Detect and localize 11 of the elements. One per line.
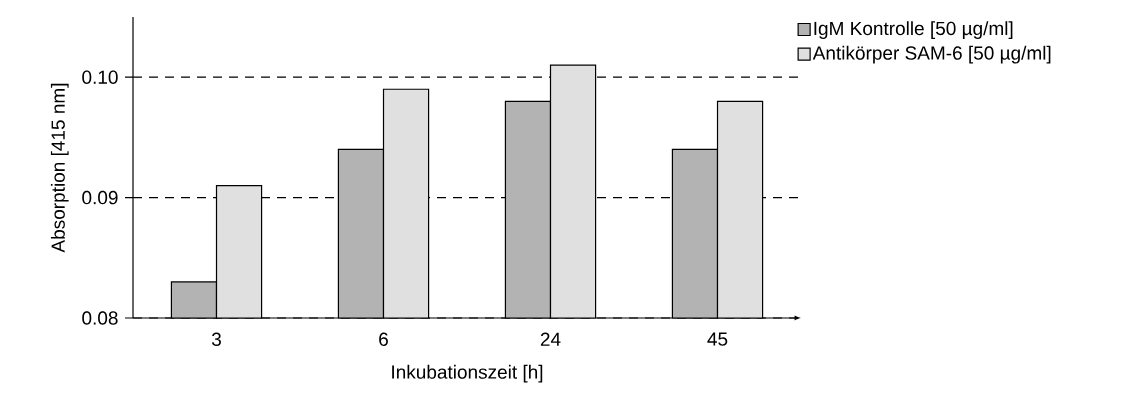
x-tick-label: 3 — [211, 332, 221, 346]
y-tick-label: 0.08 — [82, 311, 118, 325]
y-tick-label: 0.10 — [82, 70, 118, 84]
legend-label: IgM Kontrolle [50 µg/ml] — [814, 21, 1013, 39]
x-tick-label: 6 — [379, 332, 388, 346]
x-tick-label: 24 — [540, 332, 561, 346]
legend-label: Antikörper SAM-6 [50 µg/ml] — [812, 45, 1051, 64]
x-axis-title: Inkubationszeit [h] — [392, 364, 543, 383]
y-tick-label: 0.09 — [82, 190, 118, 205]
y-axis-title: Absorption [415 nm] — [50, 83, 69, 253]
x-tick-label: 45 — [707, 332, 728, 346]
